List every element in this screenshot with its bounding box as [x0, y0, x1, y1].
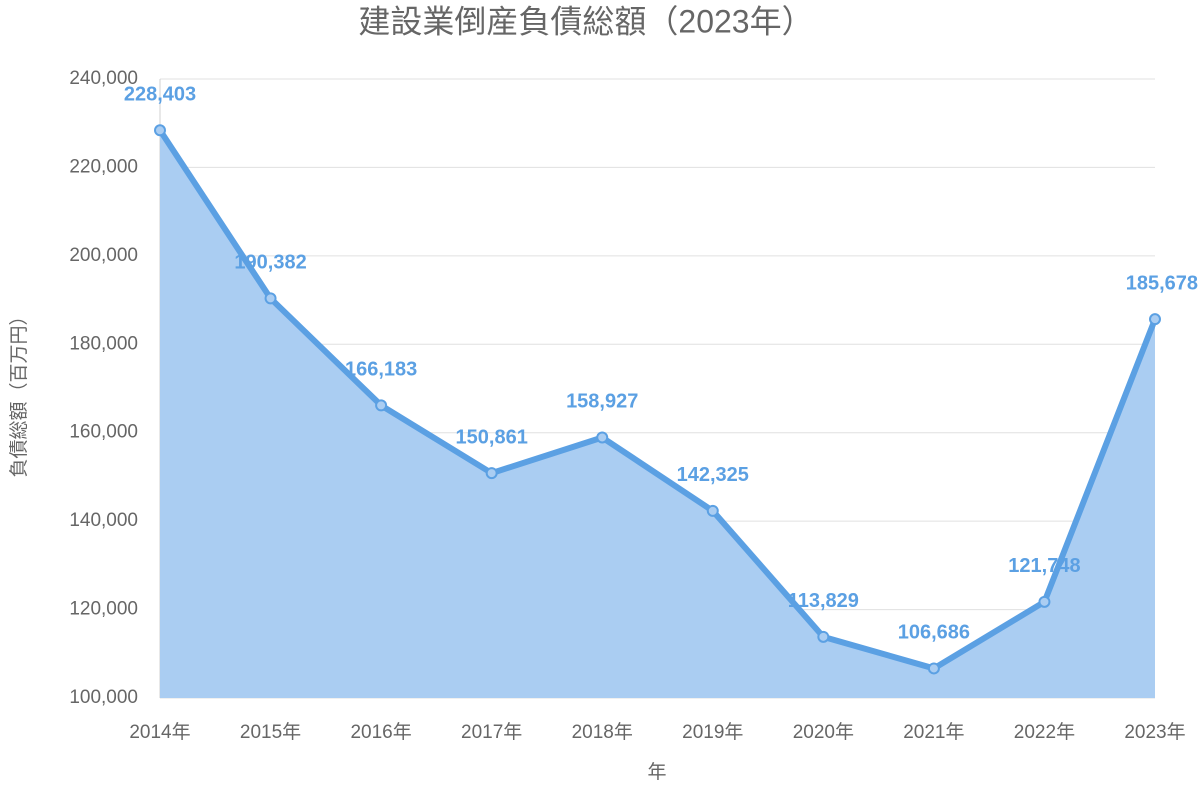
x-tick-label: 2016年: [350, 721, 411, 743]
data-label: 121,748: [1008, 555, 1080, 577]
data-point: [706, 504, 719, 517]
data-label: 113,829: [788, 590, 859, 612]
data-point: [927, 662, 940, 675]
data-label: 190,382: [234, 252, 306, 274]
y-tick-label: 220,000: [69, 156, 138, 177]
line: [157, 128, 1158, 672]
y-tick-label: 240,000: [69, 68, 138, 89]
data-label: 142,325: [677, 464, 749, 486]
data-label: 150,861: [456, 426, 528, 448]
y-axis-label: 負債総額（百万円）: [8, 306, 30, 477]
x-tick-label: 2017年: [461, 721, 522, 743]
data-point: [264, 292, 277, 305]
x-tick-label: 2021年: [903, 721, 964, 743]
x-tick-label: 2023年: [1124, 721, 1185, 743]
data-label: 106,686: [898, 622, 970, 644]
x-tick-label: 2019年: [682, 721, 743, 743]
data-point: [1149, 313, 1161, 326]
data-point: [375, 399, 388, 412]
y-tick-label: 120,000: [69, 599, 138, 620]
data-point: [154, 124, 166, 137]
x-tick-label: 2018年: [572, 721, 633, 743]
data-label: 185,678: [1126, 272, 1198, 294]
x-tick-label: 2022年: [1014, 721, 1075, 743]
data-point: [596, 431, 609, 444]
area: [160, 130, 1155, 698]
data-point: [1038, 595, 1051, 608]
y-tick-label: 140,000: [69, 510, 138, 531]
chart-title: 建設業倒産負債総額（2023年）: [358, 3, 813, 39]
y-tick-label: 200,000: [69, 245, 138, 266]
data-label: 228,403: [124, 84, 196, 106]
x-axis-label: 年: [647, 761, 666, 783]
x-tick-label: 2020年: [793, 721, 854, 743]
data-point: [485, 467, 498, 480]
data-point: [817, 630, 830, 643]
x-tick-label: 2014年: [129, 721, 190, 743]
x-tick-label: 2015年: [240, 721, 301, 743]
y-tick-label: 100,000: [69, 687, 138, 708]
y-tick-label: 160,000: [69, 422, 138, 443]
y-tick-label: 180,000: [69, 333, 138, 354]
data-label: 158,927: [566, 391, 638, 413]
data-label: 166,183: [345, 359, 417, 381]
